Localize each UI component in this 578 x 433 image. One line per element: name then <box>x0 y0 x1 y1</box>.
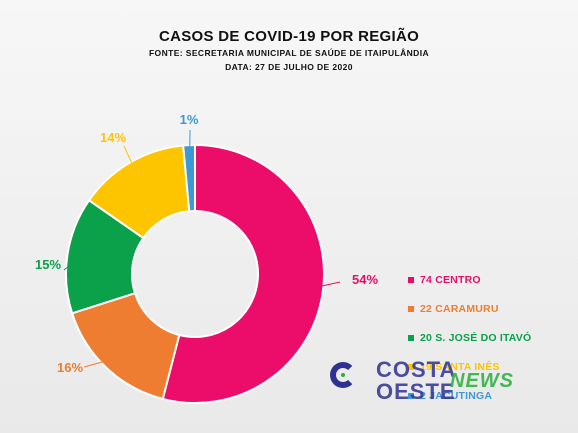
leader-line-caramuru <box>83 357 116 368</box>
chart-date: DATA: 27 DE JULHO DE 2020 <box>225 62 353 72</box>
legend-label-jacutinga: 2 JACUTINGA <box>420 390 493 402</box>
legend-swatch-santa-ines <box>408 364 414 370</box>
legend-swatch-caramuru <box>408 306 414 312</box>
costa-oeste-c-icon <box>330 362 356 388</box>
legend-label-caramuru: 22 CARAMURU <box>420 303 499 315</box>
legend-swatch-centro <box>408 277 414 283</box>
slice-centro <box>161 143 325 404</box>
percent-label-caramuru: 16% <box>57 360 83 375</box>
legend-label-centro: 74 CENTRO <box>420 274 481 286</box>
slice-jacutinga <box>182 143 196 213</box>
percent-label-santa-ines: 14% <box>100 130 126 145</box>
legend-swatch-jacutinga <box>408 393 414 399</box>
leader-line-sao-jose-do-itavo <box>63 256 81 271</box>
leader-line-centro <box>309 281 341 290</box>
legend-label-santa-ines: 19 SANTA INÊS <box>420 361 500 373</box>
logo-word-oeste: OESTE <box>376 379 456 404</box>
chart-source: FONTE: SECRETARIA MUNICIPAL DE SAÚDE DE … <box>148 48 430 58</box>
logo-word-news: NEWS <box>450 370 514 392</box>
legend-swatch-sao-jose-do-itavo <box>408 335 414 341</box>
leader-line-santa-ines <box>123 145 138 174</box>
percent-label-jacutinga: 1% <box>180 112 199 127</box>
percent-label-sao-jose-do-itavo: 15% <box>35 257 61 272</box>
chart-title: CASOS DE COVID-19 POR REGIÃO <box>158 28 420 45</box>
legend-label-sao-jose-do-itavo: 20 S. JOSÉ DO ITAVÓ <box>420 332 532 344</box>
logo-word-costa: COSTA <box>376 357 457 382</box>
percent-label-centro: 54% <box>352 272 378 287</box>
